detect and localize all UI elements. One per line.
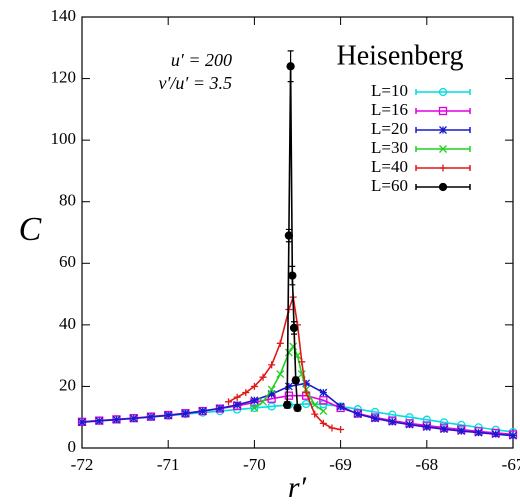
marker — [181, 409, 190, 418]
marker — [509, 431, 517, 440]
marker — [302, 379, 311, 388]
marker — [215, 404, 224, 413]
marker — [371, 414, 380, 423]
marker — [291, 376, 300, 385]
legend-label: L=60 — [371, 176, 408, 195]
legend-label: L=30 — [371, 138, 408, 157]
marker — [225, 398, 233, 406]
marker — [268, 361, 276, 369]
marker — [259, 397, 267, 406]
marker — [388, 410, 397, 419]
marker — [440, 425, 448, 434]
annotation: v′/u′ = 3.5 — [158, 73, 232, 93]
marker — [405, 420, 414, 429]
legend-label: L=10 — [371, 81, 408, 100]
legend-marker — [439, 145, 447, 153]
x-tick-label: -68 — [415, 455, 438, 474]
legend-line — [415, 89, 471, 95]
marker — [276, 339, 284, 347]
marker — [233, 393, 241, 401]
legend-marker — [439, 126, 447, 134]
legend-marker — [438, 182, 448, 192]
marker — [289, 342, 298, 351]
annotation: u′ = 200 — [171, 50, 232, 70]
marker — [283, 400, 292, 410]
marker — [337, 426, 345, 434]
marker — [298, 358, 306, 366]
marker — [289, 323, 299, 333]
legend-title: Heisenberg — [337, 40, 464, 71]
marker — [457, 427, 466, 436]
marker — [250, 403, 259, 413]
y-tick-label: 20 — [59, 375, 76, 394]
marker — [95, 416, 104, 425]
legend-line — [415, 108, 471, 114]
marker — [422, 415, 431, 424]
y-tick-label: 140 — [51, 6, 77, 25]
marker — [267, 385, 276, 394]
marker — [301, 399, 311, 409]
marker — [147, 412, 155, 421]
marker — [388, 417, 397, 426]
marker — [336, 402, 345, 411]
legend-label: L=16 — [371, 100, 408, 119]
y-tick-label: 80 — [59, 191, 76, 210]
marker — [164, 411, 173, 420]
marker — [78, 418, 86, 427]
marker — [284, 382, 293, 391]
marker — [250, 396, 259, 405]
y-tick-label: 120 — [51, 67, 77, 86]
marker — [319, 407, 328, 416]
marker — [276, 370, 285, 379]
marker — [311, 410, 319, 418]
marker — [293, 403, 302, 413]
y-tick-label: 60 — [59, 252, 76, 271]
x-tick-label: -67 — [502, 455, 520, 474]
marker — [267, 390, 276, 399]
legend-marker — [439, 164, 447, 172]
marker — [250, 382, 258, 390]
y-tick-label: 0 — [68, 437, 77, 456]
marker — [284, 231, 294, 240]
marker — [198, 407, 207, 416]
legend-label: L=40 — [371, 157, 408, 176]
x-tick-label: -69 — [329, 455, 352, 474]
marker — [233, 400, 242, 409]
legend-label: L=20 — [371, 119, 408, 138]
marker — [319, 419, 327, 427]
marker — [288, 271, 297, 280]
x-tick-label: -72 — [71, 455, 94, 474]
marker — [250, 404, 259, 412]
marker — [286, 62, 295, 71]
y-tick-label: 40 — [59, 314, 76, 333]
marker — [319, 396, 328, 405]
marker — [129, 414, 138, 423]
marker — [112, 415, 121, 424]
marker — [328, 424, 336, 432]
plot-frame — [81, 16, 514, 449]
marker — [259, 373, 267, 381]
marker — [267, 402, 276, 411]
legend-marker — [438, 106, 448, 116]
y-axis-label: C — [19, 211, 42, 248]
series-line — [228, 296, 341, 431]
marker — [302, 389, 310, 397]
marker — [242, 389, 250, 397]
marker — [353, 410, 362, 419]
legend-marker — [438, 87, 448, 97]
x-tick-label: -71 — [157, 455, 180, 474]
marker — [284, 391, 294, 400]
marker — [474, 428, 483, 437]
x-tick-label: -70 — [243, 455, 266, 474]
y-tick-label: 100 — [51, 129, 77, 148]
marker — [422, 423, 431, 432]
x-axis-label: r′ — [288, 471, 307, 504]
marker — [405, 413, 414, 422]
marker — [319, 388, 328, 397]
marker — [491, 430, 500, 439]
marker — [284, 348, 293, 357]
